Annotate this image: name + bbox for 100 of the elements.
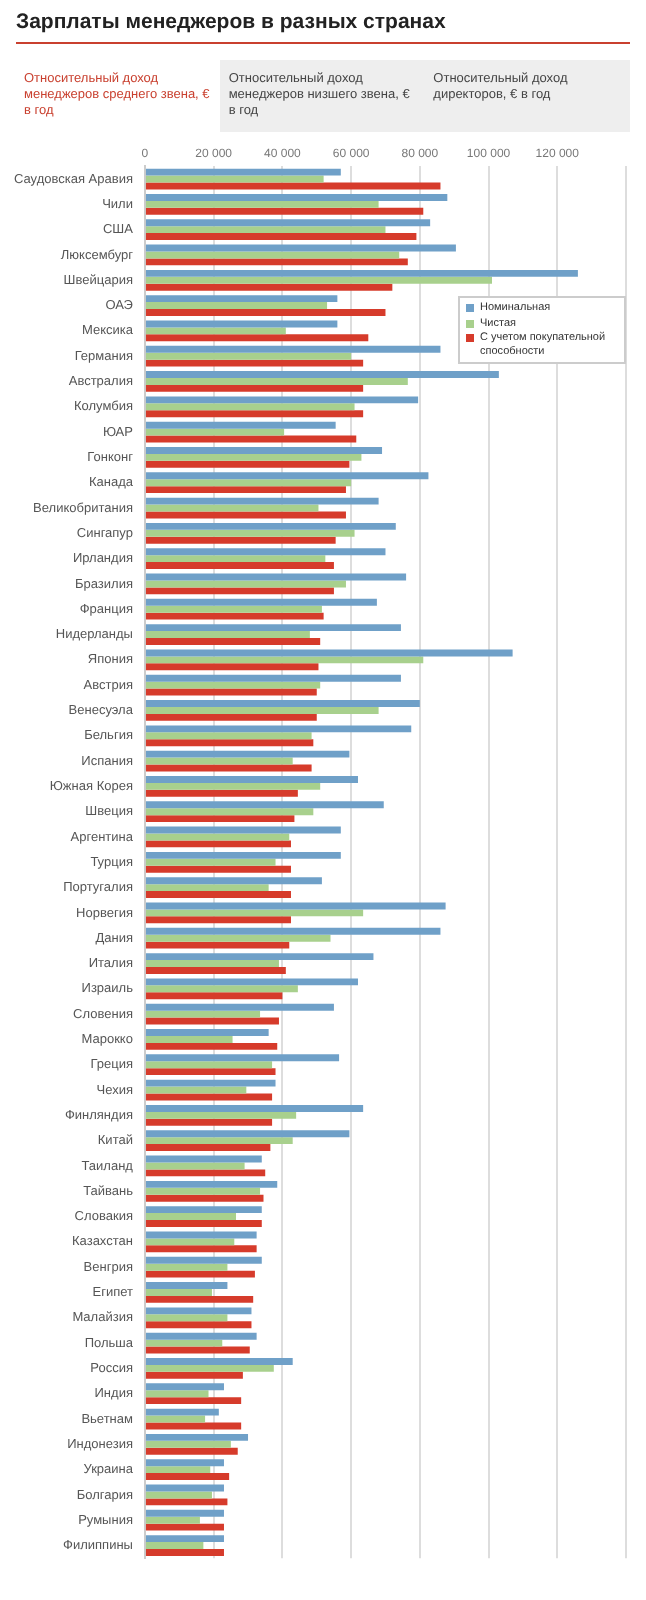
bar: [145, 175, 324, 183]
bar: [145, 1466, 211, 1474]
bar: [145, 1289, 212, 1296]
bar: [145, 656, 424, 664]
bar: [145, 1523, 224, 1531]
bar: [145, 472, 429, 480]
bar: [145, 934, 331, 942]
bar: [145, 200, 379, 208]
bar: [145, 1220, 262, 1227]
bar: [145, 1213, 237, 1221]
bar: [145, 707, 379, 714]
bar: [145, 1371, 243, 1379]
bar: [145, 1256, 262, 1264]
bar: [145, 1068, 276, 1076]
bar: [145, 1245, 257, 1253]
bar: [145, 421, 336, 429]
bar: [145, 1010, 261, 1018]
bar: [145, 486, 346, 494]
bar: [145, 1440, 231, 1448]
bar: [145, 808, 314, 816]
bar: [145, 1017, 279, 1025]
bar: [145, 1408, 219, 1416]
bar: [145, 1295, 254, 1303]
bar: [145, 1397, 242, 1405]
bar: [145, 1206, 262, 1214]
bar: [145, 826, 341, 834]
bar: [145, 1433, 249, 1441]
bar: [145, 460, 350, 468]
bar: [145, 555, 326, 563]
bar: [145, 580, 346, 588]
bar: [145, 1180, 278, 1188]
bar: [145, 479, 352, 487]
bar: [145, 801, 384, 809]
bar: [145, 587, 334, 595]
bar: [145, 757, 293, 765]
bar: [145, 1061, 273, 1069]
bar: [145, 1035, 233, 1043]
bar: [145, 776, 358, 783]
bar: [145, 1169, 266, 1177]
bar: [145, 1339, 223, 1347]
bar: [145, 1498, 228, 1506]
bar: [145, 966, 286, 974]
bar: [145, 309, 386, 316]
bar: [145, 193, 448, 201]
bar: [145, 884, 269, 892]
bar: [145, 1390, 209, 1398]
bar: [145, 1358, 293, 1365]
bar: [145, 674, 401, 682]
bar: [145, 985, 298, 993]
bar: [145, 598, 377, 606]
bar: [145, 219, 431, 227]
bar: [145, 327, 286, 335]
bar: [145, 1383, 224, 1391]
bar: [145, 428, 285, 436]
bar: [145, 1042, 278, 1050]
bar: [145, 345, 441, 353]
bar: [145, 371, 499, 379]
bar: [145, 909, 364, 917]
bar: [145, 258, 408, 266]
bar: [145, 612, 324, 620]
bar: [145, 497, 379, 505]
bar: [145, 1238, 235, 1246]
bar: [145, 1509, 224, 1517]
bar: [145, 1104, 364, 1112]
bar: [145, 396, 419, 404]
bar: [145, 1270, 255, 1278]
bar: [145, 941, 290, 949]
chart-title: Зарплаты менеджеров в разных странах: [16, 0, 630, 44]
bar: [145, 529, 355, 537]
bar: [145, 739, 314, 747]
bar: [145, 1321, 252, 1329]
bar: [145, 1187, 261, 1195]
bar: [145, 1194, 264, 1202]
bar: [145, 1459, 224, 1467]
bar: [145, 877, 322, 885]
bar: [145, 334, 369, 342]
bar: [145, 782, 321, 790]
bar: [145, 276, 492, 284]
bar: [145, 1422, 242, 1430]
bar: [145, 1086, 247, 1094]
bar: [145, 1111, 297, 1119]
bar: [145, 978, 358, 986]
bar: [145, 649, 513, 657]
bar: [145, 916, 291, 924]
bar: [145, 1549, 224, 1556]
bar: [145, 725, 412, 733]
bar: [145, 378, 408, 385]
bar: [145, 1155, 262, 1163]
bar: [145, 700, 420, 708]
bar: [145, 789, 298, 797]
bar: [145, 207, 424, 215]
bar: [145, 663, 319, 671]
bar: [145, 953, 374, 961]
bar: [145, 1029, 269, 1036]
bar: [145, 1137, 293, 1145]
bar: [145, 1364, 274, 1372]
bar: [145, 283, 393, 291]
bar: [145, 605, 322, 613]
bar: [145, 750, 350, 758]
bar: [145, 1054, 340, 1062]
